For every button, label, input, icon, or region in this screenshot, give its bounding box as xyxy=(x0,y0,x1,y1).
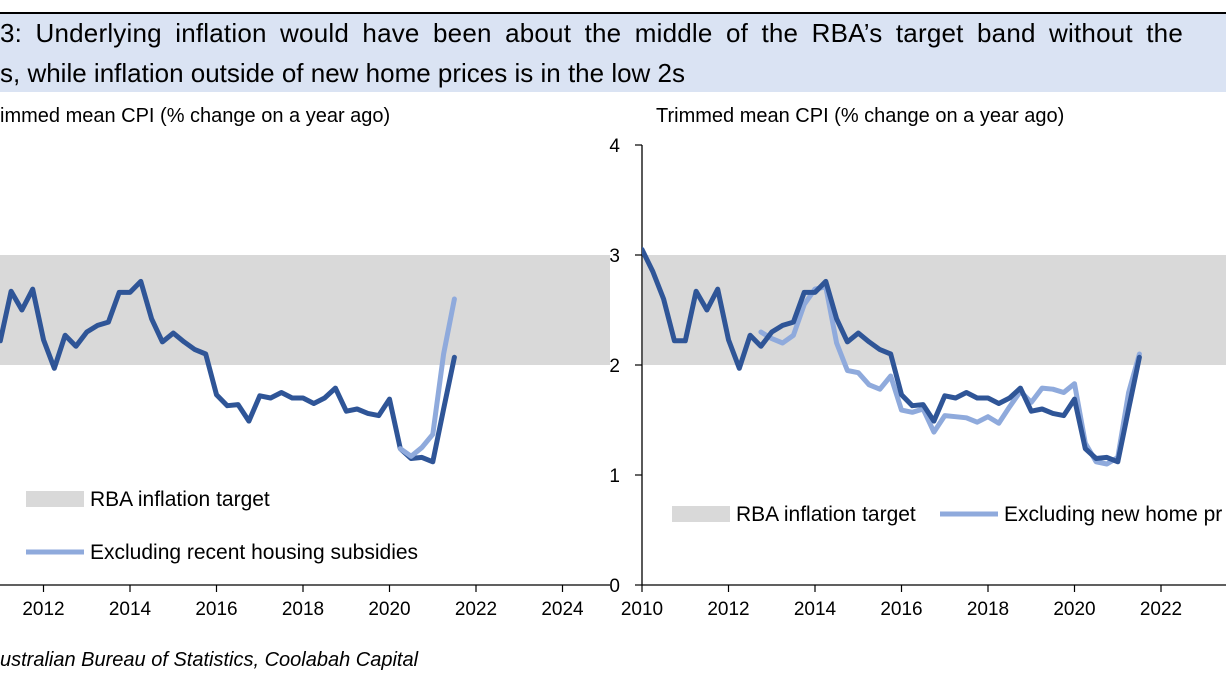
right-excluding-series-line xyxy=(758,284,1142,467)
right-x-tick-label: 2018 xyxy=(967,599,1009,620)
right-y-tick-label: 1 xyxy=(609,466,620,487)
left-legend-label: Excluding recent housing subsidies xyxy=(90,541,418,564)
right-legend-label: RBA inflation target xyxy=(736,503,916,526)
title-banner xyxy=(0,12,1226,92)
left-x-tick-label: 2024 xyxy=(541,599,584,620)
left-x-tick-label: 2014 xyxy=(109,599,152,620)
right-chart-subtitle: Trimmed mean CPI (% change on a year ago… xyxy=(656,105,1065,127)
source-note: ustralian Bureau of Statistics, Coolabah… xyxy=(0,649,419,671)
left-target-band xyxy=(0,255,610,365)
right-legend-label: Excluding new home pr xyxy=(1004,503,1222,526)
right-y-tick-label: 4 xyxy=(609,136,620,157)
right-x-tick-label: 2012 xyxy=(707,599,749,620)
left-x-tick-label: 2020 xyxy=(368,599,410,620)
left-chart-subtitle: immed mean CPI (% change on a year ago) xyxy=(0,105,391,127)
right-x-tick-label: 2020 xyxy=(1053,599,1095,620)
right-x-tick-label: 2016 xyxy=(880,599,922,620)
right-y-tick-label: 2 xyxy=(609,356,620,377)
left-x-tick-label: 2016 xyxy=(195,599,237,620)
right-trimmed-mean-line xyxy=(642,247,1142,465)
left-x-tick-label: 2012 xyxy=(22,599,64,620)
left-x-tick-label: 2018 xyxy=(282,599,324,620)
left-x-tick-label: 2022 xyxy=(455,599,497,620)
left-chart: 2012 2014 2016 2018 2020 2022 2024 RBA inflatio… xyxy=(0,255,610,620)
right-y-tick-label: 0 xyxy=(609,576,620,597)
right-target-band xyxy=(643,255,1226,365)
right-x-tick-label: 2022 xyxy=(1140,599,1182,620)
left-legend-band-swatch xyxy=(26,491,84,507)
left-trimmed-mean-line xyxy=(0,278,457,465)
right-y-tick-label: 3 xyxy=(609,246,620,267)
left-excluding-series-line xyxy=(397,296,457,459)
chart-title-line-2: s, while inflation outside of new home p… xyxy=(0,58,686,88)
right-x-tick-label: 2014 xyxy=(794,599,837,620)
right-legend-band-swatch xyxy=(672,506,730,522)
right-chart: 2010201220142016201820202022201234RBA in… xyxy=(609,136,1226,620)
left-legend-label: RBA inflation target xyxy=(90,488,270,511)
chart-title-line-1: 3: Underlying inflation would have been … xyxy=(0,18,1184,48)
right-x-tick-label: 2010 xyxy=(621,599,663,620)
